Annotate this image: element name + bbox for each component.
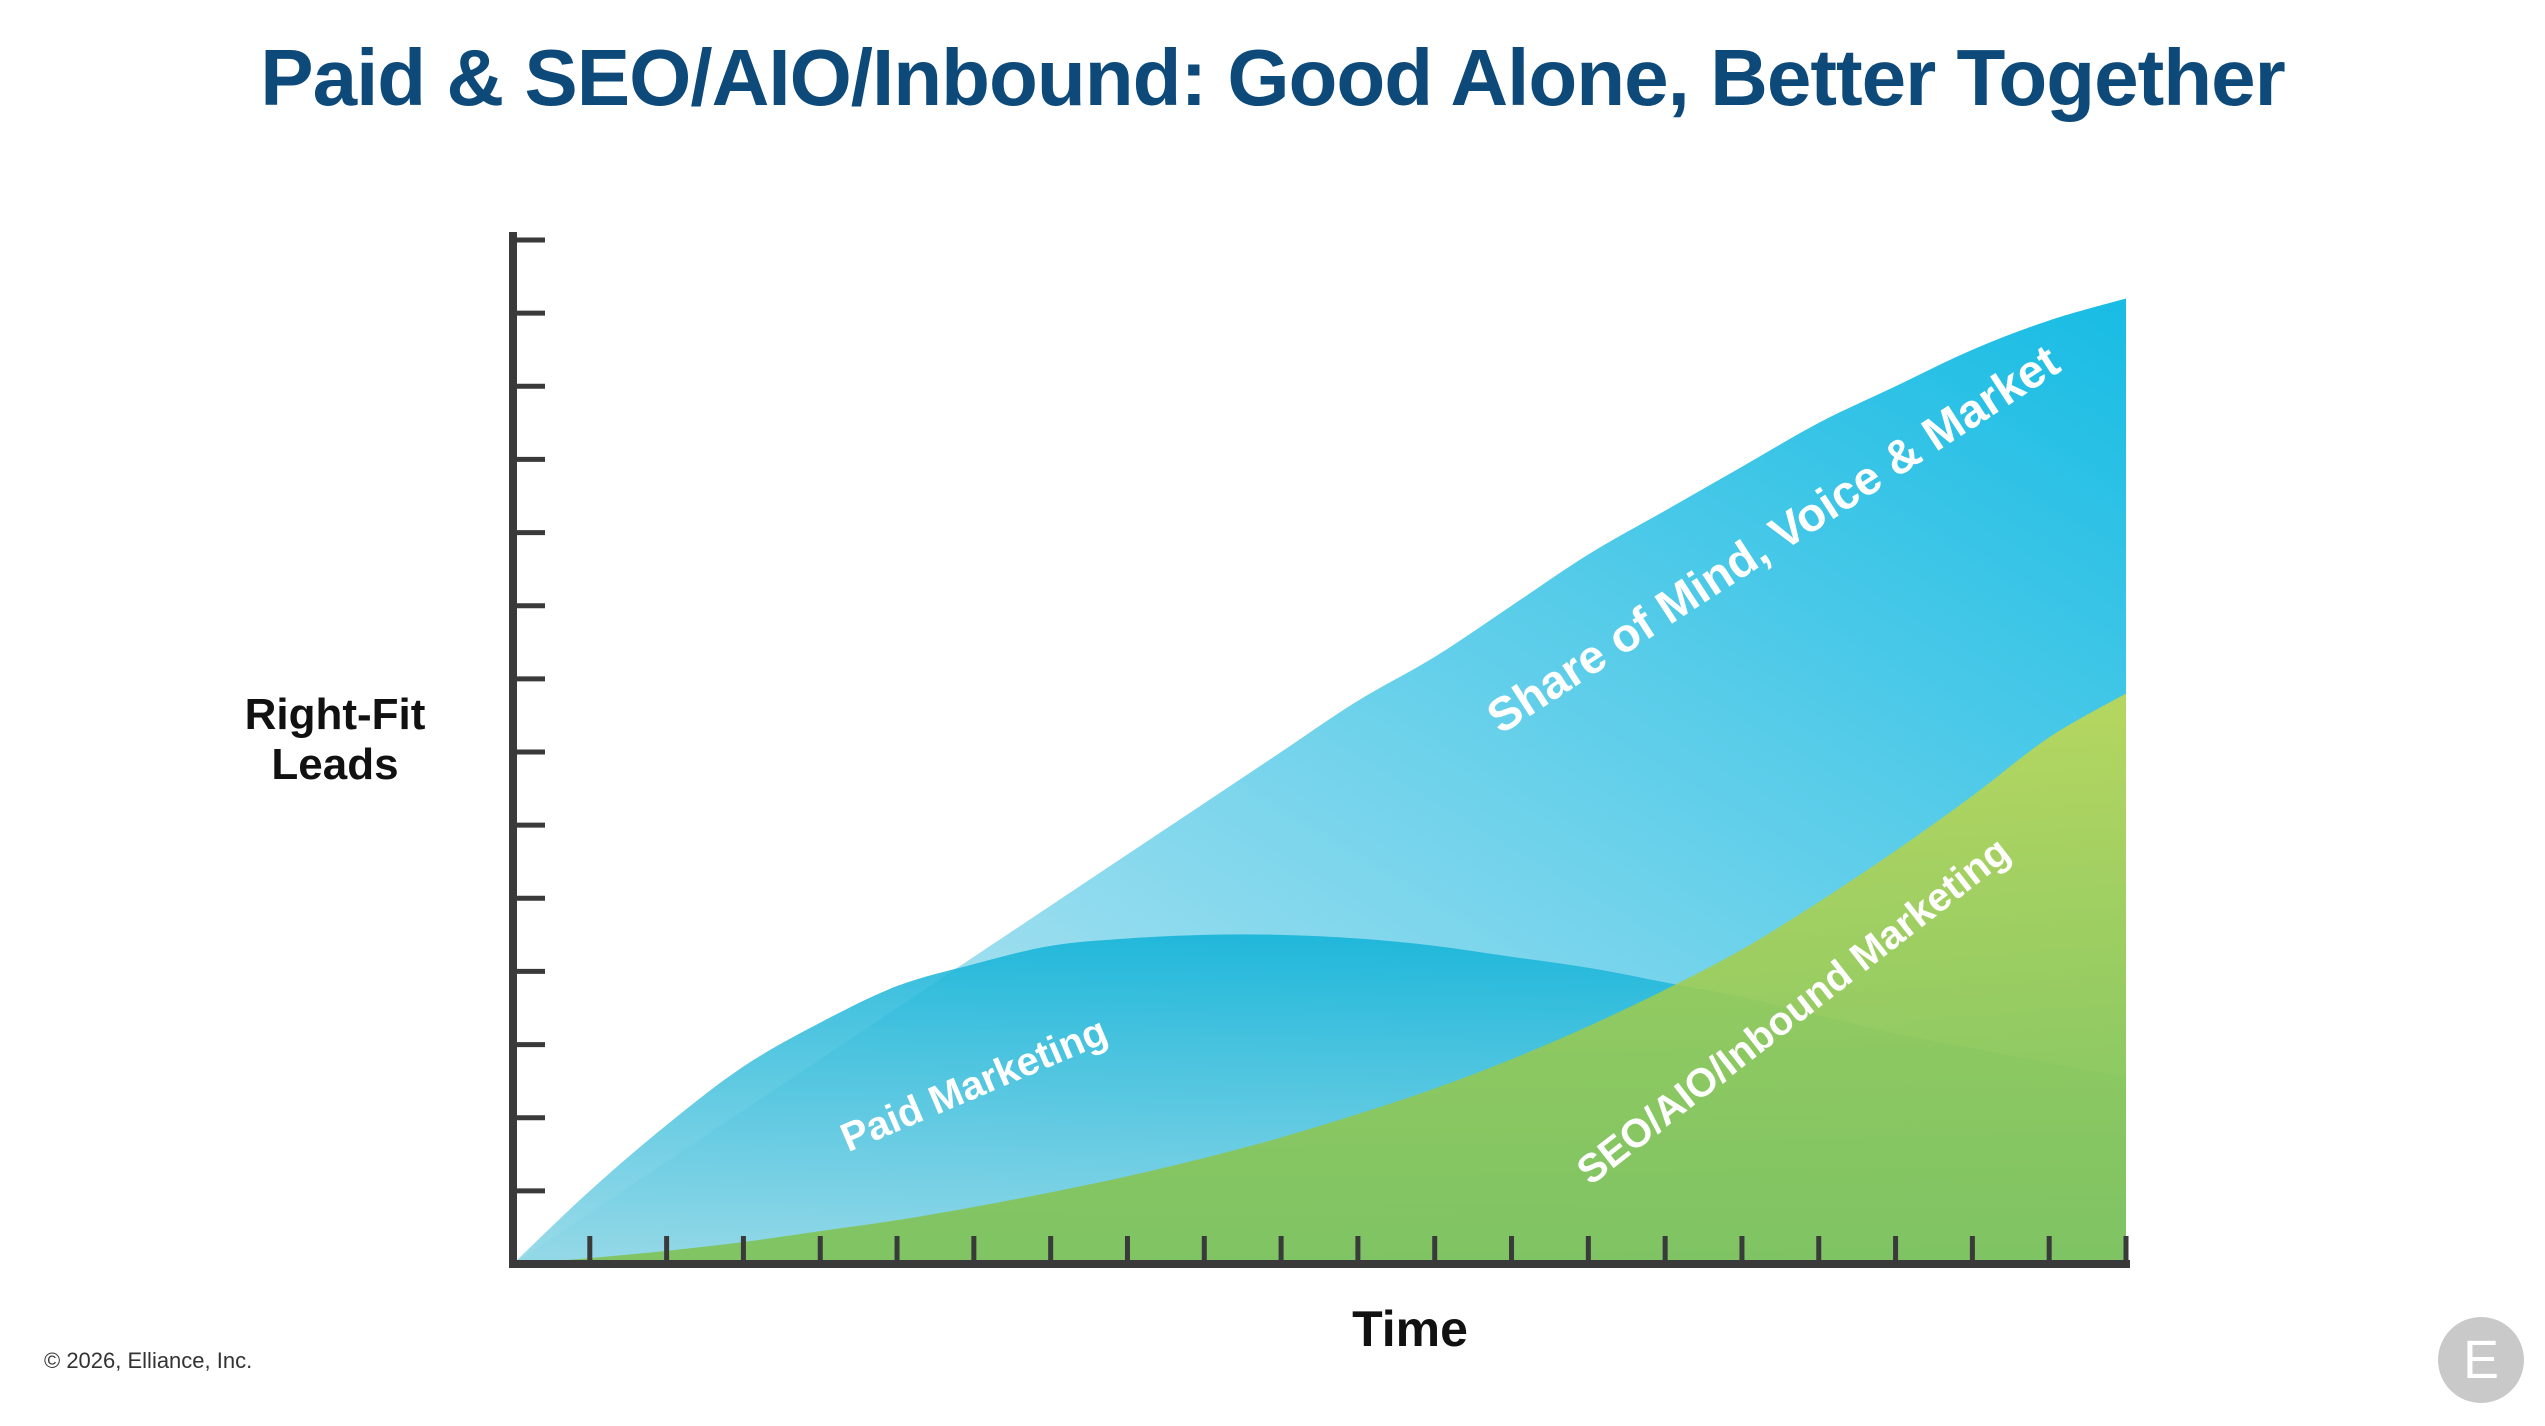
x-axis-label: Time bbox=[1352, 1301, 1468, 1357]
areas-layer bbox=[513, 298, 2126, 1264]
axes-layer bbox=[509, 232, 2130, 1268]
copyright-notice: © 2026, Elliance, Inc. bbox=[44, 1348, 253, 1373]
logo-glyph: E bbox=[2462, 1330, 2500, 1390]
elliance-logo-icon: E bbox=[2438, 1317, 2524, 1403]
y-axis-label: Right-Fit Leads bbox=[215, 690, 455, 790]
y-axis-label-text: Right-Fit Leads bbox=[244, 690, 426, 789]
chart-title: Paid & SEO/AIO/Inbound: Good Alone, Bett… bbox=[260, 33, 2286, 122]
area-seo-inbound bbox=[513, 693, 2126, 1264]
